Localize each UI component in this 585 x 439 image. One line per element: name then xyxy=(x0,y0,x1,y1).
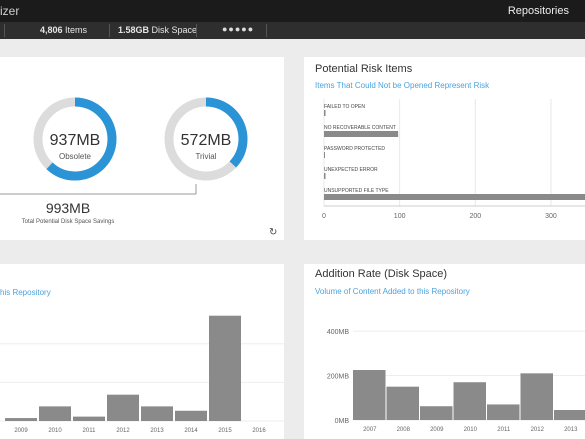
count-bar xyxy=(73,416,105,421)
savings-donuts: 937MB Obsolete 572MB Trivial 993MB Total… xyxy=(0,97,248,225)
top-bar: izer Repositories xyxy=(0,0,585,22)
disk-stat: 1.58GB Disk Space xyxy=(118,25,197,35)
risk-panel: Potential Risk Items Items That Could No… xyxy=(304,57,585,240)
rate-y-tick: 0MB xyxy=(335,418,350,425)
risk-bar xyxy=(324,173,326,179)
rating-dots: ●●●●● xyxy=(222,24,255,34)
risk-x-tick: 100 xyxy=(394,213,406,220)
trivial-label: Trivial xyxy=(195,152,216,161)
risk-x-tick: 0 xyxy=(322,213,326,220)
addition-count-chart: 2009 2010 2011 2012 2013 2014 2015 2016 xyxy=(0,315,284,434)
risk-category-label: FAILED TO OPEN xyxy=(324,104,365,110)
items-count: 4,806 xyxy=(40,25,63,35)
addition-count-subtitle: his Repository xyxy=(0,288,51,297)
risk-x-tick: 300 xyxy=(545,213,557,220)
stats-divider xyxy=(109,24,110,37)
total-savings-value: 993MB xyxy=(46,200,90,216)
app-title: izer xyxy=(0,4,20,18)
refresh-icon[interactable]: ↻ xyxy=(269,227,278,238)
total-savings-label: Total Potential Disk Space Savings xyxy=(22,219,115,225)
rate-bar xyxy=(520,373,553,420)
count-bar xyxy=(175,410,207,421)
addition-rate-panel: Addition Rate (Disk Space) Volume of Con… xyxy=(304,264,585,439)
rate-x-tick: 2013 xyxy=(564,427,578,433)
stats-divider xyxy=(196,24,197,37)
obsolete-value: 937MB xyxy=(50,132,101,149)
count-bar xyxy=(5,418,37,421)
rate-y-tick: 200MB xyxy=(327,374,350,381)
risk-bar xyxy=(324,131,399,137)
count-bar xyxy=(39,406,71,421)
rate-bar xyxy=(420,406,453,420)
items-stat: 4,806 Items xyxy=(40,25,87,35)
obsolete-label: Obsolete xyxy=(59,152,92,161)
rate-x-tick: 2012 xyxy=(531,427,545,433)
rate-x-tick: 2008 xyxy=(397,427,411,433)
addition-rate-subtitle: Volume of Content Added to this Reposito… xyxy=(315,287,470,296)
rate-x-tick: 2009 xyxy=(430,427,444,433)
risk-subtitle: Items That Could Not be Opened Represent… xyxy=(315,81,490,90)
disk-value: 1.58GB xyxy=(118,25,150,35)
count-x-tick: 2009 xyxy=(14,428,28,434)
count-x-tick: 2013 xyxy=(150,428,164,434)
stats-bar: 4,806 Items 1.58GB Disk Space ●●●●● xyxy=(0,22,585,39)
obsolete-donut-arc xyxy=(33,97,117,181)
risk-chart: 0 100 200 300 FAILED TO OPEN NO RECOVERABLE C… xyxy=(322,99,585,220)
stats-divider xyxy=(266,24,267,37)
risk-category-label: NO RECOVERABLE CONTENT xyxy=(324,125,396,131)
count-x-tick: 2016 xyxy=(252,428,266,434)
count-x-tick: 2014 xyxy=(184,428,198,434)
risk-category-label: UNSUPPORTED FILE TYPE xyxy=(324,188,389,194)
addition-rate-title: Addition Rate (Disk Space) xyxy=(315,268,448,280)
count-x-tick: 2015 xyxy=(218,428,232,434)
rate-y-tick: 400MB xyxy=(327,329,350,336)
items-label: Items xyxy=(65,25,88,35)
trivial-donut-arc xyxy=(164,97,248,181)
rate-bar xyxy=(353,370,386,420)
savings-panel: 937MB Obsolete 572MB Trivial 993MB Total… xyxy=(0,57,284,240)
risk-bar xyxy=(324,110,326,116)
rate-x-tick: 2011 xyxy=(497,427,511,433)
count-x-tick: 2010 xyxy=(48,428,62,434)
rate-bar xyxy=(386,386,419,420)
count-x-tick: 2012 xyxy=(116,428,130,434)
rate-bar xyxy=(453,382,486,420)
rate-x-tick: 2010 xyxy=(464,427,478,433)
count-bar xyxy=(107,394,139,421)
rate-bar xyxy=(487,404,520,420)
risk-category-label: UNEXPECTED ERROR xyxy=(324,167,378,173)
count-bar xyxy=(209,315,241,421)
addition-rate-chart: 400MB 200MB 0MB 2007 2008 2009 2010 2011 2012 201… xyxy=(327,329,585,433)
nav-repositories-link[interactable]: Repositories xyxy=(507,5,569,17)
addition-count-panel: his Repository 2009 2010 2011 2012 2013 2014 2… xyxy=(0,264,284,439)
risk-bar xyxy=(324,152,325,158)
rate-x-tick: 2007 xyxy=(363,427,377,433)
risk-x-tick: 200 xyxy=(469,213,481,220)
risk-title: Potential Risk Items xyxy=(315,63,413,75)
rate-bar xyxy=(554,410,585,420)
trivial-value: 572MB xyxy=(181,132,232,149)
risk-category-label: PASSWORD PROTECTED xyxy=(324,146,385,152)
disk-label: Disk Space xyxy=(151,25,198,35)
risk-bar xyxy=(324,194,585,200)
stats-divider xyxy=(4,24,5,37)
count-bar xyxy=(141,406,173,421)
count-x-tick: 2011 xyxy=(83,428,97,434)
